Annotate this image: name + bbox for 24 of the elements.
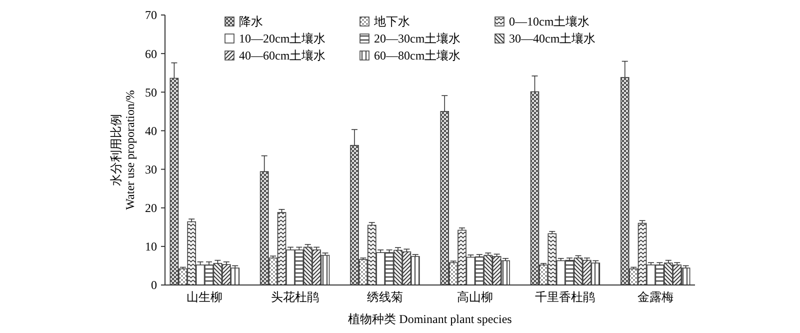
y-tick-label: 30: [145, 162, 157, 176]
y-tick-label: 60: [145, 46, 157, 61]
y-tick-label: 20: [145, 201, 157, 216]
x-axis-title: 植物种类 Dominant plant species: [348, 312, 512, 326]
y-tick-label: 50: [145, 85, 157, 100]
x-tick-label: 高山柳: [457, 290, 494, 304]
x-tick-label: 金露梅: [637, 290, 674, 304]
y-tick-label: 0: [151, 278, 157, 292]
legend-label: 20—30cm土壤水: [374, 32, 461, 46]
legend-label: 30—40cm土壤水: [509, 32, 596, 46]
legend-label: 0—10cm土壤水: [509, 14, 590, 28]
y-axis-title: 水分利用比例 Water use proporation/%: [108, 90, 138, 210]
legend-label: 60—80cm土壤水: [374, 48, 461, 62]
legend-label: 降水: [239, 14, 263, 28]
legend-label: 40—60cm土壤水: [239, 48, 326, 62]
x-tick-label: 千里香杜鹃: [535, 290, 596, 304]
legend-label: 10—20cm土壤水: [239, 32, 326, 46]
x-tick-label: 山生柳: [186, 290, 223, 304]
x-tick-label: 头花杜鹃: [270, 290, 319, 304]
y-tick-label: 10: [145, 240, 157, 254]
y-tick-label: 70: [145, 8, 157, 22]
x-tick-label: 绣线菊: [366, 290, 403, 304]
legend-label: 地下水: [373, 14, 410, 28]
y-tick-label: 40: [145, 124, 157, 138]
